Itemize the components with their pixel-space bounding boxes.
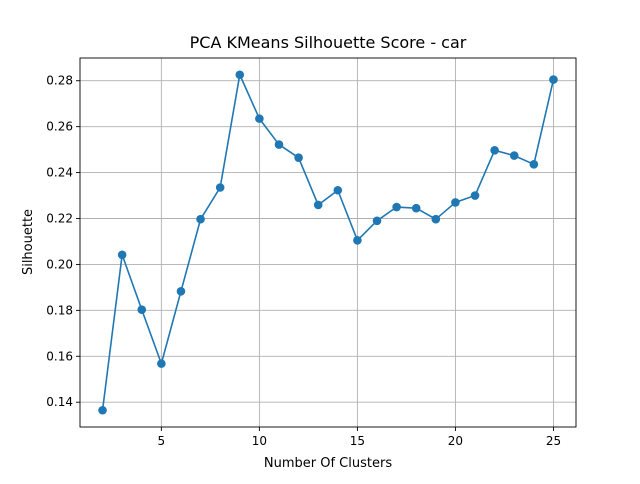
x-tick-label-5: 5 <box>158 434 166 448</box>
axes-frame <box>79 57 577 428</box>
tick-marks <box>76 80 554 431</box>
data-point-23 <box>509 151 519 160</box>
y-axis-label: Silhouette <box>21 209 36 275</box>
x-axis-label: Number Of Clusters <box>264 456 392 471</box>
plot-area <box>80 58 576 427</box>
y-tick-label-0.18: 0.18 <box>46 303 73 317</box>
y-tick-label-0.16: 0.16 <box>46 349 73 363</box>
x-tick-label-15: 15 <box>350 434 365 448</box>
y-tick-label-0.20: 0.20 <box>46 257 73 271</box>
data-point-25 <box>549 75 558 84</box>
data-point-21 <box>470 191 480 200</box>
data-point-15 <box>353 236 362 245</box>
data-point-4 <box>137 305 147 314</box>
data-point-5 <box>157 359 166 368</box>
data-point-12 <box>294 153 303 162</box>
x-tick-label-20: 20 <box>448 434 463 448</box>
data-point-20 <box>451 198 460 207</box>
data-point-18 <box>411 203 421 213</box>
y-tick-label-0.28: 0.28 <box>46 74 73 88</box>
data-point-2 <box>98 405 107 415</box>
chart-title: PCA KMeans Silhouette Score - car <box>190 33 467 52</box>
data-point-17 <box>392 202 401 212</box>
data-point-6 <box>176 286 186 296</box>
y-tick-label-0.14: 0.14 <box>46 395 73 409</box>
axes <box>79 57 577 428</box>
y-tick-label-0.24: 0.24 <box>46 166 73 180</box>
data-point-7 <box>196 214 205 224</box>
y-tick-label-0.26: 0.26 <box>46 120 73 134</box>
data-point-13 <box>313 200 323 210</box>
data-point-16 <box>372 216 382 226</box>
tick-labels: 5 10 15 20 25 0.14 0.16 0.18 0.20 0.22 0.24 0.26 0.2… <box>46 74 561 448</box>
data-point-14 <box>333 185 343 195</box>
data-point-19 <box>431 214 441 224</box>
series-line <box>101 73 555 411</box>
x-tick-label-10: 10 <box>252 434 267 448</box>
data-point-9 <box>235 70 245 80</box>
series-silhouette <box>98 70 558 415</box>
x-tick-label-25: 25 <box>546 434 561 448</box>
data-point-24 <box>529 160 539 169</box>
y-tick-label-0.22: 0.22 <box>46 212 73 226</box>
data-point-3 <box>117 250 127 260</box>
data-point-11 <box>274 140 284 149</box>
data-point-10 <box>255 114 264 123</box>
data-point-22 <box>490 146 499 155</box>
data-point-8 <box>215 183 225 192</box>
